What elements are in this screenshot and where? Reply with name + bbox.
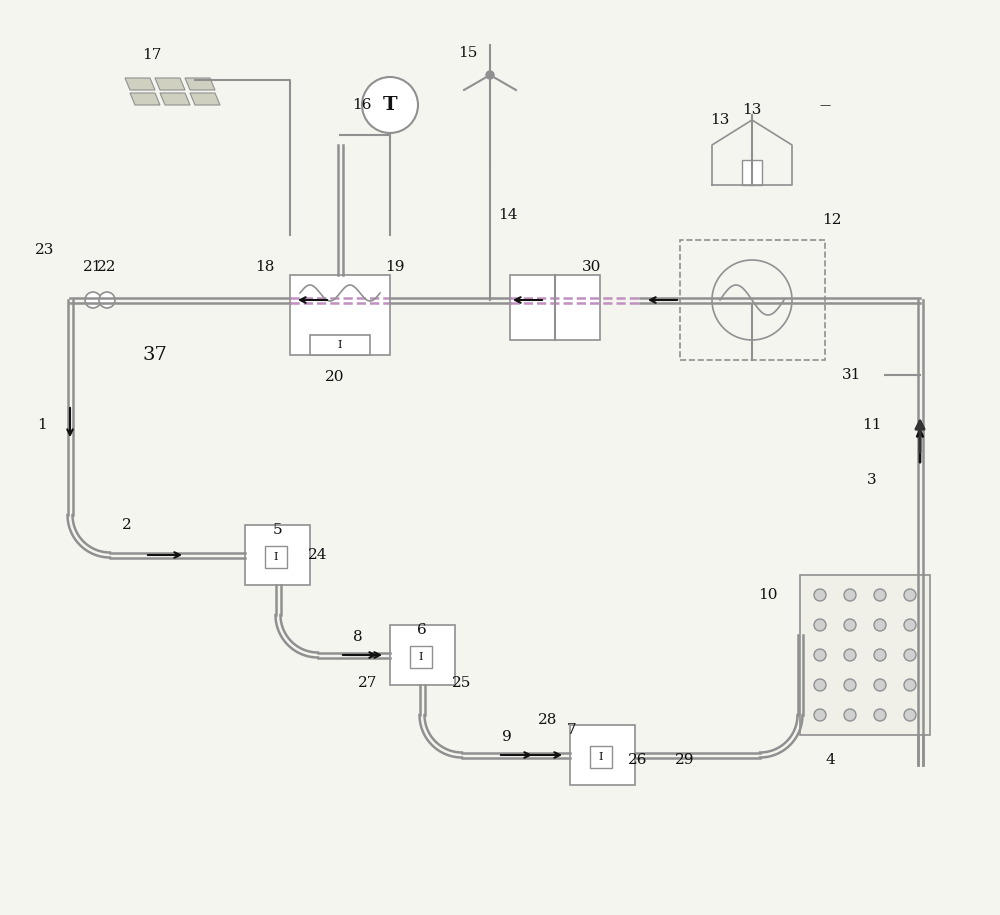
Text: I: I	[338, 340, 342, 350]
Bar	[245, 525, 310, 585]
Text: I: I	[599, 752, 603, 762]
Circle shape	[814, 589, 826, 601]
Circle shape	[814, 649, 826, 661]
Circle shape	[874, 649, 886, 661]
Text: 5: 5	[273, 523, 283, 537]
Text: 14: 14	[498, 208, 518, 222]
Text: 19: 19	[385, 260, 405, 274]
Text: 23: 23	[35, 243, 55, 257]
Text: 30: 30	[582, 260, 602, 274]
Circle shape	[874, 589, 886, 601]
Circle shape	[874, 619, 886, 631]
Bar	[510, 275, 600, 340]
Text: —: —	[819, 100, 831, 110]
Circle shape	[814, 619, 826, 631]
Polygon shape	[160, 93, 190, 105]
Bar	[680, 240, 825, 360]
Text: 7: 7	[567, 723, 577, 737]
Bar	[570, 725, 635, 785]
Circle shape	[362, 77, 418, 133]
Text: 9: 9	[502, 730, 512, 744]
Text: 29: 29	[675, 753, 695, 767]
Text: 4: 4	[825, 753, 835, 767]
Text: 6: 6	[417, 623, 427, 637]
Bar	[800, 575, 930, 735]
Text: 17: 17	[142, 48, 162, 62]
Circle shape	[844, 589, 856, 601]
Bar	[742, 160, 762, 185]
Text: 13: 13	[710, 113, 730, 127]
Circle shape	[486, 71, 494, 79]
Text: I: I	[419, 652, 423, 662]
Circle shape	[904, 709, 916, 721]
Bar	[390, 625, 455, 685]
Text: 2: 2	[122, 518, 132, 532]
Polygon shape	[130, 93, 160, 105]
Circle shape	[85, 292, 101, 308]
Circle shape	[874, 709, 886, 721]
Text: 15: 15	[458, 46, 478, 60]
Text: 11: 11	[862, 418, 882, 432]
Polygon shape	[185, 78, 215, 90]
Circle shape	[814, 679, 826, 691]
Text: I: I	[274, 552, 278, 562]
Text: 37: 37	[143, 346, 167, 364]
Circle shape	[844, 649, 856, 661]
Text: 13: 13	[742, 103, 762, 117]
Text: 12: 12	[822, 213, 842, 227]
Text: 8: 8	[353, 630, 363, 644]
Circle shape	[844, 619, 856, 631]
Bar	[410, 646, 432, 668]
Text: 16: 16	[352, 98, 372, 112]
Circle shape	[904, 619, 916, 631]
Bar	[265, 546, 287, 568]
Text: 1: 1	[37, 418, 47, 432]
Bar	[310, 335, 370, 355]
Text: T: T	[383, 96, 397, 114]
Text: 31: 31	[842, 368, 862, 382]
Text: 26: 26	[628, 753, 648, 767]
Circle shape	[904, 589, 916, 601]
Text: 10: 10	[758, 588, 778, 602]
Circle shape	[844, 709, 856, 721]
Polygon shape	[125, 78, 155, 90]
Bar	[590, 746, 612, 768]
Circle shape	[904, 649, 916, 661]
Circle shape	[904, 679, 916, 691]
Circle shape	[814, 709, 826, 721]
Text: 27: 27	[358, 676, 378, 690]
Text: 28: 28	[538, 713, 558, 727]
Bar	[290, 275, 390, 355]
Polygon shape	[155, 78, 185, 90]
Text: 25: 25	[452, 676, 472, 690]
Text: 3: 3	[867, 473, 877, 487]
Circle shape	[99, 292, 115, 308]
Circle shape	[844, 679, 856, 691]
Circle shape	[874, 679, 886, 691]
Text: 24: 24	[308, 548, 328, 562]
Text: 18: 18	[255, 260, 275, 274]
Polygon shape	[190, 93, 220, 105]
Text: 22: 22	[97, 260, 117, 274]
Text: 20: 20	[325, 370, 345, 384]
Text: 21: 21	[83, 260, 103, 274]
